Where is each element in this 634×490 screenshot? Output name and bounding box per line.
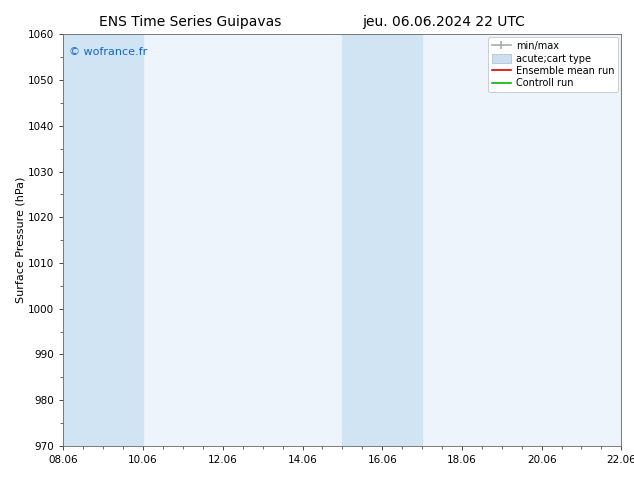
- Text: © wofrance.fr: © wofrance.fr: [69, 47, 147, 57]
- Text: ENS Time Series Guipavas: ENS Time Series Guipavas: [99, 15, 281, 29]
- Bar: [342, 34, 422, 446]
- Bar: [621, 34, 634, 446]
- Legend: min/max, acute;cart type, Ensemble mean run, Controll run: min/max, acute;cart type, Ensemble mean …: [488, 37, 618, 92]
- Bar: [63, 34, 143, 446]
- Y-axis label: Surface Pressure (hPa): Surface Pressure (hPa): [15, 177, 25, 303]
- Text: jeu. 06.06.2024 22 UTC: jeu. 06.06.2024 22 UTC: [363, 15, 525, 29]
